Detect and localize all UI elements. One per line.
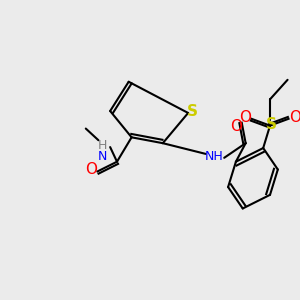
Text: NH: NH (205, 150, 224, 163)
Text: O: O (239, 110, 251, 125)
Text: O: O (85, 162, 97, 177)
Text: S: S (266, 117, 277, 132)
Text: S: S (187, 104, 197, 119)
Text: O: O (290, 110, 300, 125)
Text: O: O (230, 119, 242, 134)
Text: H: H (98, 139, 107, 152)
Text: N: N (98, 150, 107, 163)
